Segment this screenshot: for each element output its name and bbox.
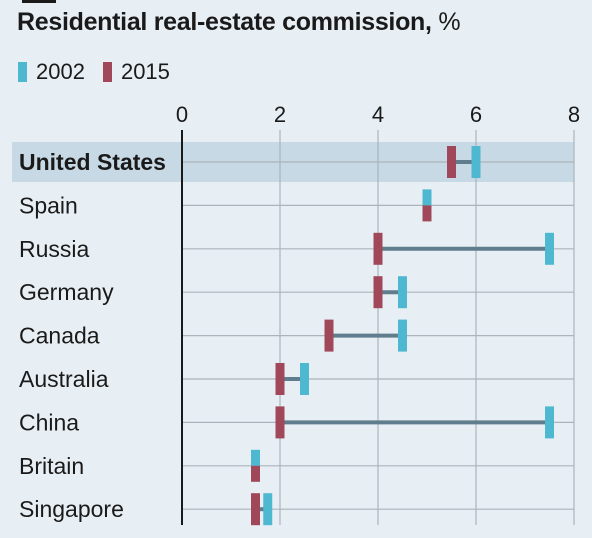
legend-label-2015: 2015 <box>120 59 170 84</box>
marker-2002-britain <box>251 449 260 466</box>
marker-2002-united-states <box>471 146 481 178</box>
marker-2002-spain <box>422 189 432 206</box>
legend-item-2002: 2002 <box>18 59 85 85</box>
tick-label-6: 6 <box>470 102 482 127</box>
tick-label-0: 0 <box>176 102 188 127</box>
marker-2015-russia <box>373 232 383 265</box>
marker-2015-canada <box>324 319 334 352</box>
marker-2002-australia <box>300 363 309 395</box>
top-rule <box>22 0 56 3</box>
category-label-britain: Britain <box>19 453 84 479</box>
category-label-russia: Russia <box>19 236 90 262</box>
category-label-germany: Germany <box>19 279 114 305</box>
marker-2002-canada <box>398 319 407 352</box>
marker-2015-britain <box>251 465 260 482</box>
tick-label-4: 4 <box>372 102 384 127</box>
marker-2015-australia <box>275 363 285 395</box>
marker-2015-germany <box>373 276 383 309</box>
marker-2015-spain <box>422 205 432 222</box>
category-label-china: China <box>19 409 79 435</box>
category-label-canada: Canada <box>19 323 100 349</box>
marker-2015-united-states <box>447 146 456 178</box>
legend-swatch-2002 <box>18 62 27 82</box>
marker-2002-russia <box>545 232 554 265</box>
marker-2002-singapore <box>263 493 273 526</box>
category-label-spain: Spain <box>19 192 78 218</box>
marker-2015-china <box>275 406 285 439</box>
category-label-united-states: United States <box>19 149 166 175</box>
marker-2002-germany <box>398 276 407 309</box>
tick-label-8: 8 <box>568 102 580 127</box>
chart-title-text: Residential real-estate commission, <box>17 8 432 36</box>
legend-swatch-2015 <box>102 62 112 82</box>
chart-title-unit: % <box>438 8 461 36</box>
category-label-singapore: Singapore <box>19 496 124 522</box>
marker-2002-china <box>545 406 554 439</box>
category-label-australia: Australia <box>19 366 109 392</box>
legend-item-2015: 2015 <box>102 59 170 85</box>
tick-label-2: 2 <box>274 102 286 127</box>
marker-2015-singapore <box>251 493 260 526</box>
chart-title: Residential real-estate commission, % <box>17 8 461 37</box>
legend: 2002 2015 <box>18 58 188 86</box>
legend-label-2002: 2002 <box>36 59 85 84</box>
